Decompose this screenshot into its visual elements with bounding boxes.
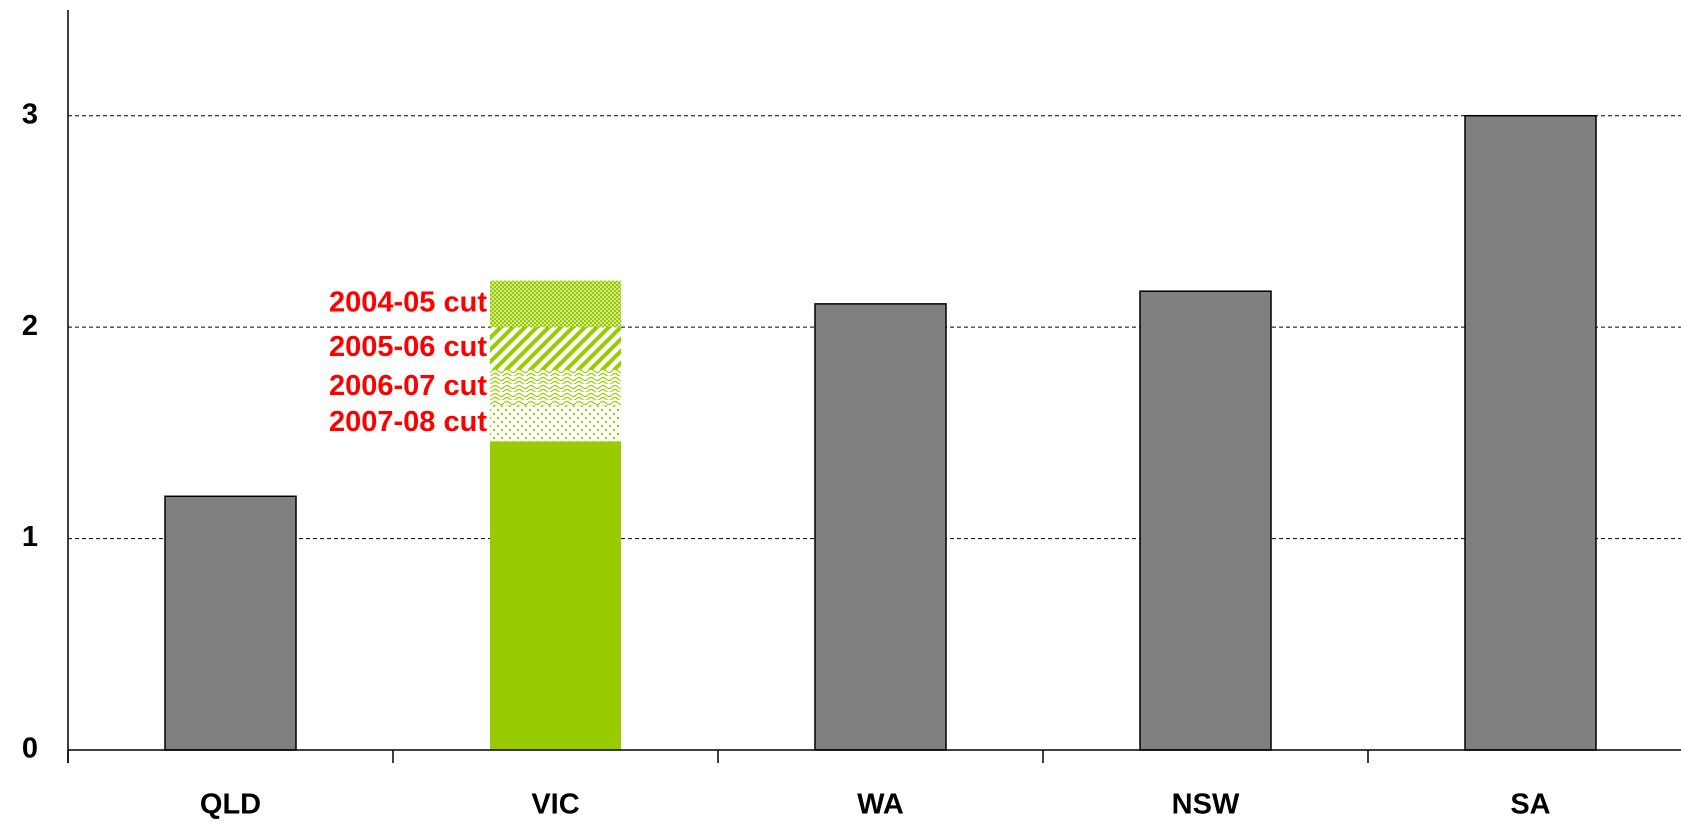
bar-segment [164,495,297,751]
segment-label: 2005-06 cut [329,331,487,363]
segment-label: 2007-08 cut [329,406,487,438]
x-tick-label: VIC [531,789,579,821]
y-tick-label: 2 [22,310,38,342]
segment-label: 2004-05 cut [329,287,487,319]
segment-label: 2006-07 cut [329,370,487,402]
bar-segment [490,441,621,750]
bar-segment [490,327,621,370]
x-tick-label: WA [857,789,904,821]
bar-segment [1139,290,1272,751]
y-tick-label: 1 [22,521,38,553]
x-tick-label: QLD [200,789,261,821]
y-tick-label: 0 [22,733,38,765]
bar-segment [490,369,621,406]
bar-segment [814,303,947,751]
x-tick-label: SA [1510,789,1550,821]
bar-segment [490,280,621,328]
y-tick-label: 3 [22,98,38,130]
x-tick-label: NSW [1172,789,1240,821]
bar-segment [490,405,621,442]
bar-segment [1464,114,1597,751]
